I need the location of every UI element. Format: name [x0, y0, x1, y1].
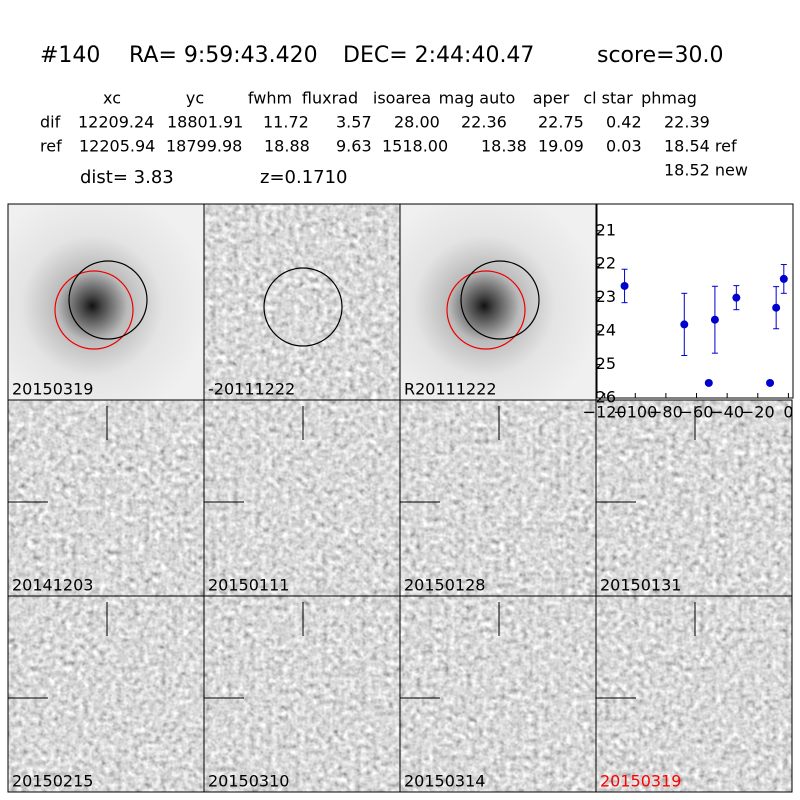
table-cell: 22.75: [538, 113, 584, 132]
column-header: xc: [103, 89, 121, 108]
data-point: [779, 274, 788, 283]
table-cell: 0.42: [606, 113, 642, 132]
table-cell: 11.72: [263, 113, 309, 132]
data-point: [732, 293, 741, 302]
stamp-label: R20111222: [404, 380, 497, 399]
y-tick-label: 21: [596, 220, 616, 239]
stamp-label: -20111222: [208, 380, 295, 399]
stamp-label: 20150111: [208, 576, 289, 595]
stamp-label: 20150314: [404, 772, 485, 791]
image-stamp: [400, 204, 596, 400]
image-stamp: [204, 596, 400, 792]
x-tick-label: −80: [649, 403, 683, 422]
det-circle: [460, 260, 540, 340]
stamp-label: 20150310: [208, 772, 289, 791]
det-circle: [263, 267, 343, 347]
column-header: mag auto: [439, 89, 516, 108]
table-cell: 18.38: [481, 137, 527, 156]
column-header: isoarea: [373, 89, 431, 108]
table-cell: 18.88: [264, 137, 310, 156]
table-cell: 1518.00: [382, 137, 448, 156]
column-header: yc: [186, 89, 204, 108]
table-cell: 0.03: [606, 137, 642, 156]
table-cell: 12205.94: [79, 137, 155, 156]
data-point: [620, 281, 629, 290]
column-header: cl star: [583, 89, 633, 108]
stamp-label: 20150319: [12, 380, 93, 399]
table-cell: 18.54 ref: [664, 137, 737, 156]
y-tick-label: 25: [596, 354, 616, 373]
stamp-frame: [595, 595, 793, 793]
table-cell: 3.57: [336, 113, 372, 132]
table-cell: 9.63: [336, 137, 372, 156]
stamp-label: 20150131: [600, 576, 681, 595]
image-stamp: [596, 400, 792, 596]
table-cell: 18801.91: [167, 113, 243, 132]
data-point: [710, 315, 719, 324]
row-label: ref: [40, 137, 62, 156]
y-tick-label: 22: [596, 254, 616, 273]
candidate-id: #140: [40, 43, 100, 68]
image-stamp: [596, 596, 792, 792]
data-point: [772, 303, 781, 312]
x-tick-label: −60: [680, 403, 714, 422]
det-circle: [68, 260, 148, 340]
table-cell: 18799.98: [166, 137, 242, 156]
ra: RA= 9:59:43.420: [129, 43, 318, 68]
y-tick-label: 24: [596, 321, 616, 340]
phmag-new: 18.52 new: [664, 161, 748, 180]
dec: DEC= 2:44:40.47: [343, 43, 534, 68]
x-tick-label: −120: [583, 403, 627, 422]
data-point: [766, 378, 775, 387]
image-stamp: [204, 400, 400, 596]
dist: dist= 3.83: [80, 167, 174, 188]
stamp-label: 20150215: [12, 772, 93, 791]
image-stamp: [400, 596, 596, 792]
x-tick-label: −20: [741, 403, 775, 422]
y-tick-label: 23: [596, 287, 616, 306]
image-stamp: [400, 400, 596, 596]
redshift: z=0.1710: [260, 167, 348, 188]
image-stamp: [8, 400, 204, 596]
x-tick-label: −40: [710, 403, 744, 422]
image-stamp: [8, 204, 204, 400]
ref-circle: [54, 270, 134, 350]
data-point: [680, 320, 689, 329]
column-header: fwhm: [248, 89, 292, 108]
x-tick-label: 0: [783, 403, 793, 422]
column-header: phmag: [641, 89, 697, 108]
row-label: dif: [40, 113, 61, 132]
stamp-label: 20141203: [12, 576, 93, 595]
column-header: aper: [533, 89, 570, 108]
stamp-label: 20150128: [404, 576, 485, 595]
plot-bg: [596, 203, 794, 399]
ref-circle: [446, 270, 526, 350]
stamp-label: 20150319: [600, 772, 681, 791]
table-cell: 19.09: [538, 137, 584, 156]
table-cell: 12209.24: [78, 113, 154, 132]
column-header: fluxrad: [302, 89, 358, 108]
y-tick-label: 26: [596, 388, 616, 407]
image-stamp: [204, 204, 400, 400]
score: score=30.0: [597, 43, 724, 68]
x-tick-label: −100: [613, 403, 657, 422]
table-cell: 28.00: [394, 113, 440, 132]
image-stamp: [8, 596, 204, 792]
table-cell: 22.39: [664, 113, 710, 132]
data-point: [704, 378, 713, 387]
table-cell: 22.36: [461, 113, 507, 132]
